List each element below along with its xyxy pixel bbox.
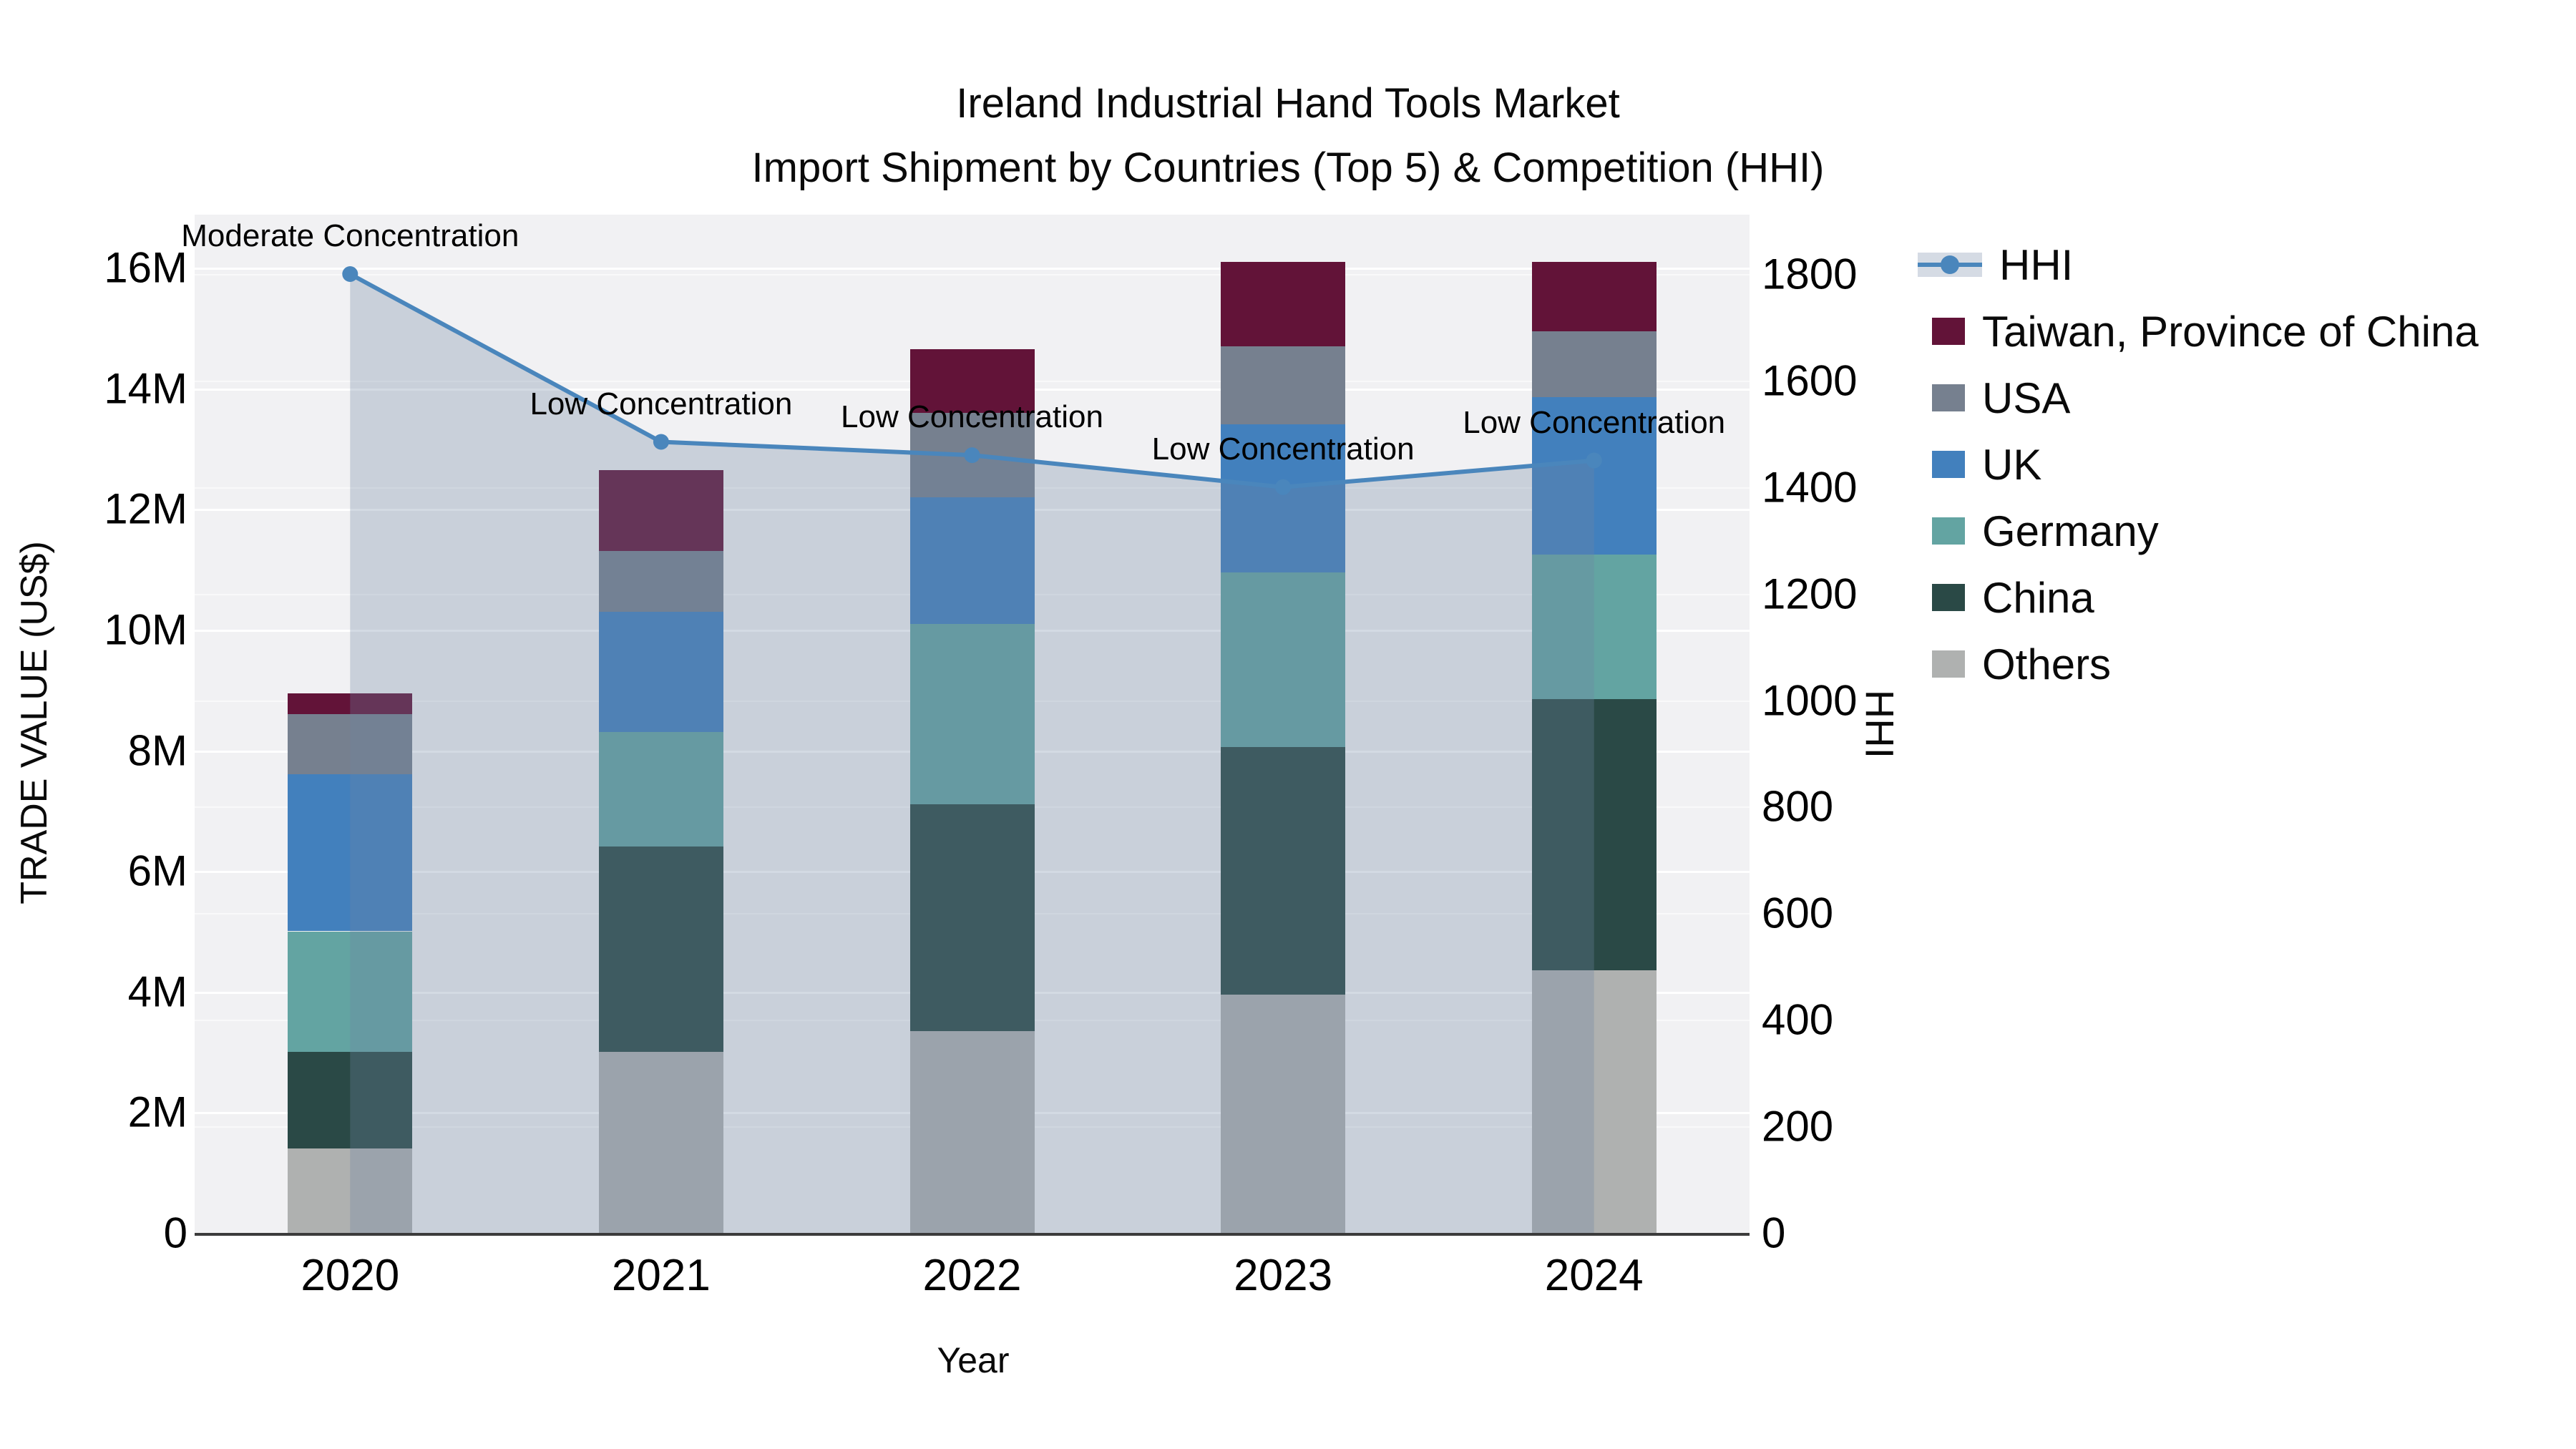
bar-segment-2021-china xyxy=(598,847,723,1053)
bar-segment-2020-germany xyxy=(288,931,413,1053)
bar-segment-2021-taiwan-province-of-china xyxy=(598,469,723,552)
hhi-marker-glyph xyxy=(1941,255,1959,274)
bar-segment-2020-taiwan-province-of-china xyxy=(288,693,413,714)
y-right-tick-0: 0 xyxy=(1762,1209,1786,1257)
bar-segment-2020-uk xyxy=(288,774,413,932)
legend-label: Germany xyxy=(1982,507,2159,555)
x-axis-line xyxy=(195,1233,1750,1236)
bar-segment-2024-taiwan-province-of-china xyxy=(1531,261,1657,331)
legend-label: HHI xyxy=(1999,240,2074,289)
bar-segment-2021-uk xyxy=(598,611,723,733)
y-right-tick-1200: 1200 xyxy=(1762,570,1858,618)
y-right-tick-600: 600 xyxy=(1762,889,1834,937)
bar-segment-2020-usa xyxy=(288,714,413,775)
legend-label: USA xyxy=(1982,374,2071,422)
bar-segment-2021-usa xyxy=(598,551,723,612)
chart-title-line1: Ireland Industrial Hand Tools Market xyxy=(956,80,1620,127)
annotation-2021: Low Concentration xyxy=(530,386,793,421)
legend-item-china[interactable]: China xyxy=(1918,569,2094,626)
y-left-tick-10: 10M xyxy=(104,605,187,654)
x-tick-2022: 2022 xyxy=(922,1251,1022,1300)
y-left-tick-16: 16M xyxy=(104,243,187,292)
bar-segment-2024-china xyxy=(1531,698,1657,971)
bar-segment-2022-others xyxy=(909,1030,1035,1233)
x-axis-title: Year xyxy=(937,1340,1010,1380)
y-left-tick-12: 12M xyxy=(104,484,187,533)
x-tick-2021: 2021 xyxy=(611,1251,711,1300)
legend-item-taiwan-province-of-china[interactable]: Taiwan, Province of China xyxy=(1918,303,2479,360)
legend-label: Taiwan, Province of China xyxy=(1982,307,2479,356)
bar-segment-2024-germany xyxy=(1531,554,1657,699)
x-tick-2020: 2020 xyxy=(301,1251,400,1300)
legend-label: China xyxy=(1982,573,2094,622)
hhi-line-swatch-icon xyxy=(1918,253,1982,277)
y-right-tick-200: 200 xyxy=(1762,1102,1834,1151)
bar-segment-2023-others xyxy=(1221,995,1346,1233)
x-tick-2024: 2024 xyxy=(1544,1251,1644,1300)
legend-swatch-icon xyxy=(1932,451,1965,478)
y-left-tick-14: 14M xyxy=(104,364,187,413)
legend-label: Others xyxy=(1982,640,2112,688)
bar-segment-2023-taiwan-province-of-china xyxy=(1221,261,1346,346)
gridline-left-16M xyxy=(195,268,1750,270)
bar-segment-2023-germany xyxy=(1221,572,1346,748)
annotation-2024: Low Concentration xyxy=(1463,404,1726,440)
bar-segment-2021-others xyxy=(598,1052,723,1233)
y-left-tick-0: 0 xyxy=(163,1209,187,1257)
bar-segment-2022-uk xyxy=(909,497,1035,624)
legend-swatch-icon xyxy=(1932,517,1965,545)
legend-swatch-icon xyxy=(1932,584,1965,611)
bar-segment-2022-germany xyxy=(909,623,1035,805)
legend-item-others[interactable]: Others xyxy=(1918,635,2111,693)
chart-title-line2: Import Shipment by Countries (Top 5) & C… xyxy=(751,144,1825,191)
y-right-tick-1000: 1000 xyxy=(1762,676,1858,725)
y-left-tick-2: 2M xyxy=(127,1088,187,1136)
legend-item-usa[interactable]: USA xyxy=(1918,369,2070,426)
y-right-tick-400: 400 xyxy=(1762,995,1834,1044)
bar-segment-2021-germany xyxy=(598,732,723,847)
bar-segment-2024-others xyxy=(1531,970,1657,1233)
legend-label: UK xyxy=(1982,440,2042,489)
legend-swatch-icon xyxy=(1932,384,1965,411)
gridline-right-1800 xyxy=(195,274,1750,275)
bar-segment-2022-china xyxy=(909,804,1035,1031)
x-tick-2023: 2023 xyxy=(1234,1251,1333,1300)
legend-item-uk[interactable]: UK xyxy=(1918,436,2041,493)
bar-segment-2023-china xyxy=(1221,747,1346,995)
bar-segment-2020-others xyxy=(288,1148,413,1233)
bar-segment-2023-usa xyxy=(1221,346,1346,425)
legend-item-germany[interactable]: Germany xyxy=(1918,502,2159,560)
bar-segment-2020-china xyxy=(288,1052,413,1148)
chart-title: Ireland Industrial Hand Tools Market Imp… xyxy=(0,72,2576,200)
y-left-tick-6: 6M xyxy=(127,847,187,895)
y-right-tick-1600: 1600 xyxy=(1762,356,1858,405)
annotation-2022: Low Concentration xyxy=(841,399,1103,435)
bar-segment-2024-usa xyxy=(1531,331,1657,398)
y-right-tick-1800: 1800 xyxy=(1762,250,1858,298)
legend-item-hhi[interactable]: HHI xyxy=(1918,236,2073,293)
y-left-tick-8: 8M xyxy=(127,726,187,775)
y-right-tick-800: 800 xyxy=(1762,782,1834,831)
y-left-axis-title: TRADE VALUE (US$) xyxy=(14,541,55,904)
y-left-tick-4: 4M xyxy=(127,967,187,1016)
y-right-axis-title: HHI xyxy=(1857,689,1903,759)
y-right-tick-1400: 1400 xyxy=(1762,463,1858,512)
annotation-2020: Moderate Concentration xyxy=(181,218,519,253)
annotation-2023: Low Concentration xyxy=(1151,431,1415,467)
legend-swatch-icon xyxy=(1932,318,1965,345)
legend-swatch-icon xyxy=(1932,650,1965,678)
